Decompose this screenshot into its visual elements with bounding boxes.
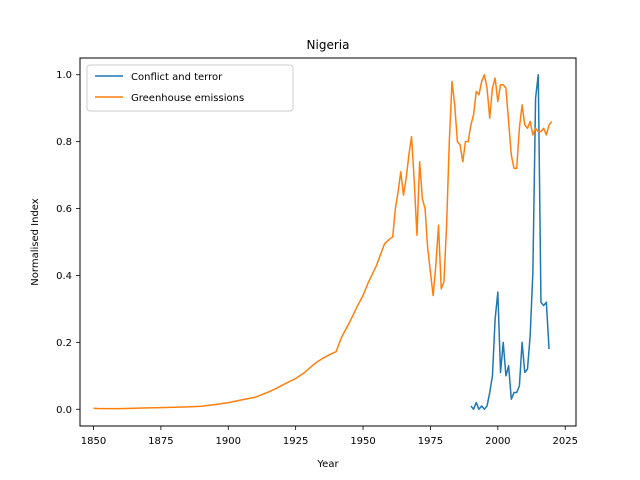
x-tick-label: 2025 [552, 436, 577, 447]
legend: Conflict and terror Greenhouse emissions [86, 64, 294, 112]
x-axis-label: Year [316, 459, 339, 470]
y-tick-label: 0.6 [56, 204, 72, 215]
series-line-conflict [470, 73, 550, 411]
x-tick-label: 1875 [148, 436, 173, 447]
x-tick-label: 2000 [485, 436, 510, 447]
y-tick-label: 0.8 [56, 137, 72, 148]
x-tick-label: 1975 [418, 436, 443, 447]
chart-title: Nigeria [307, 38, 350, 52]
y-axis-label: Normalised Index [30, 198, 41, 285]
series-lines [93, 73, 553, 411]
x-axis-ticks: 1850 1875 1900 1925 1950 1975 2000 2025 [81, 426, 578, 447]
legend-box [86, 64, 294, 112]
y-tick-label: 0.0 [56, 405, 72, 416]
legend-label-conflict: Conflict and terror [131, 72, 223, 83]
y-tick-label: 0.4 [56, 271, 72, 282]
y-tick-label: 1.0 [56, 70, 72, 81]
plot-frame [79, 57, 577, 427]
series-line-greenhouse [93, 73, 553, 410]
y-tick-label: 0.2 [56, 338, 72, 349]
x-tick-label: 1900 [216, 436, 241, 447]
x-tick-label: 1950 [350, 436, 375, 447]
y-axis-ticks: 0.0 0.2 0.4 0.6 0.8 1.0 [56, 70, 80, 416]
x-tick-label: 1925 [283, 436, 308, 447]
x-tick-label: 1850 [81, 436, 106, 447]
legend-label-greenhouse: Greenhouse emissions [131, 93, 244, 104]
